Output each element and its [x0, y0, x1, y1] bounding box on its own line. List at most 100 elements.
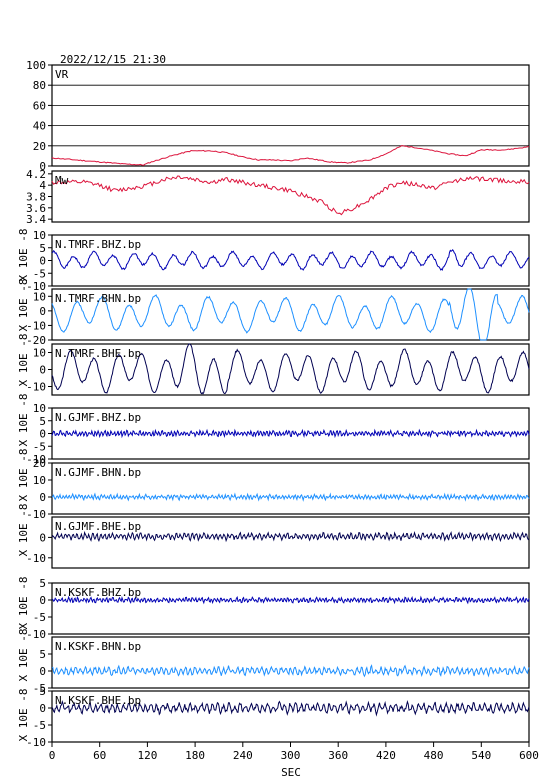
x-tick-label: 360 — [328, 749, 348, 762]
series-line-n-tmrf-bhe-bp — [51, 343, 530, 395]
y-tick-label: 0 — [39, 491, 46, 504]
x-tick-label: 120 — [137, 749, 157, 762]
x-tick-label: 540 — [471, 749, 491, 762]
panel-title-n-tmrf-bhz-bp: N.TMRF.BHZ.bp — [55, 238, 141, 251]
panel-title-n-tmrf-bhn-bp: N.TMRF.BHN.bp — [55, 292, 141, 305]
unit-label: X 10E -8 — [17, 334, 30, 387]
x-tick-label: 0 — [49, 749, 56, 762]
y-tick-label: 5 — [39, 577, 46, 590]
y-tick-label: -10 — [26, 453, 46, 466]
y-tick-label: 80 — [33, 79, 46, 92]
panel-title-n-kskf-bhe-bp: N.KSKF.BHE.bp — [55, 694, 141, 707]
y-tick-label: 40 — [33, 120, 46, 133]
unit-label: X 10E -8 — [17, 689, 30, 742]
y-tick-label: -10 — [26, 736, 46, 749]
y-tick-label: 3.4 — [26, 213, 46, 226]
unit-label: X 10E -8 — [17, 629, 30, 682]
panel-title-n-gjmf-bhn-bp: N.GJMF.BHN.bp — [55, 466, 141, 479]
panel-title-n-tmrf-bhe-bp: N.TMRF.BHE.bp — [55, 347, 141, 360]
x-tick-label: 420 — [376, 749, 396, 762]
y-tick-label: 4 — [39, 179, 46, 192]
y-tick-label: -5 — [33, 682, 46, 695]
panel-title-mw: Mw — [55, 174, 69, 187]
y-tick-label: -5 — [33, 611, 46, 624]
y-tick-label: 0 — [39, 305, 46, 318]
x-tick-label: 240 — [233, 749, 253, 762]
y-tick-label: 4.2 — [26, 168, 46, 181]
panel-title-n-kskf-bhz-bp: N.KSKF.BHZ.bp — [55, 586, 141, 599]
y-tick-label: -10 — [26, 552, 46, 565]
panel-title-n-gjmf-bhe-bp: N.GJMF.BHE.bp — [55, 520, 141, 533]
x-tick-label: 180 — [185, 749, 205, 762]
y-tick-label: 0 — [39, 428, 46, 441]
series-line-n-kskf-bhz-bp — [51, 595, 530, 605]
panel-title-n-kskf-bhn-bp: N.KSKF.BHN.bp — [55, 640, 141, 653]
y-tick-label: 0 — [39, 255, 46, 268]
unit-label: X 10E -8 — [17, 229, 30, 282]
unit-label: X 10E -8 — [17, 504, 30, 557]
y-tick-label: -5 — [33, 719, 46, 732]
y-tick-label: -10 — [26, 508, 46, 521]
y-tick-label: 10 — [33, 402, 46, 415]
x-tick-label: 60 — [93, 749, 106, 762]
unit-labels: X 10E -8X 10E -8X 10E -8X 10E -8X 10E -8… — [17, 229, 30, 742]
y-tick-label: 20 — [33, 457, 46, 470]
x-axis: 0 60 120 180 240 300 360 420 480 540 600 — [49, 742, 539, 762]
series-line-n-tmrf-bhz-bp — [51, 248, 530, 271]
y-tick-label: 0 — [39, 702, 46, 715]
unit-label: X 10E -8 — [17, 279, 30, 332]
x-tick-label: 480 — [424, 749, 444, 762]
y-tick-label: 20 — [33, 140, 46, 153]
y-tick-label: -10 — [26, 381, 46, 394]
panel-frame-n-tmrf-bhn-bp — [51, 288, 530, 341]
panel-frame-mw — [51, 170, 530, 223]
panel-frame-vr — [51, 64, 530, 167]
series-line-n-gjmf-bhe-bp — [51, 530, 530, 543]
y-tick-label: 10 — [33, 290, 46, 303]
series-line-n-gjmf-bhz-bp — [51, 428, 530, 439]
y-tick-label: 0 — [39, 364, 46, 377]
panel-frame-n-gjmf-bhn-bp — [51, 462, 530, 515]
timestamp-label: 2022/12/15 21:30 — [60, 53, 166, 66]
x-tick-label: 600 — [519, 749, 539, 762]
y-tick-label: 0 — [39, 594, 46, 607]
y-tick-label: 5 — [39, 415, 46, 428]
panel-frame-n-kskf-bhz-bp — [51, 582, 530, 635]
y-tick-label: -5 — [33, 440, 46, 453]
y-tick-label: 5 — [39, 648, 46, 661]
y-tick-label: -5 — [33, 267, 46, 280]
y-tick-label: 0 — [39, 665, 46, 678]
panel-frame-n-kskf-bhn-bp — [51, 636, 530, 689]
unit-label: X 10E -8 — [17, 449, 30, 502]
y-tick-label: -10 — [26, 628, 46, 641]
y-tick-label: 10 — [33, 229, 46, 242]
y-tick-label: 60 — [33, 99, 46, 112]
y-tick-label: 5 — [39, 242, 46, 255]
unit-label: X 10E -8 — [17, 577, 30, 630]
panel-title-vr: VR — [55, 68, 69, 81]
y-tick-label: 10 — [33, 474, 46, 487]
y-tick-label: 0 — [39, 160, 46, 173]
y-tick-label: 3.6 — [26, 202, 46, 215]
y-tick-label: 0 — [39, 531, 46, 544]
panel-frame-n-gjmf-bhe-bp — [51, 516, 530, 569]
x-tick-label: 300 — [281, 749, 301, 762]
y-tick-label: 100 — [26, 59, 46, 72]
series-line-n-kskf-bhn-bp — [51, 664, 530, 678]
x-axis-label: SEC — [281, 766, 301, 779]
series-line-n-tmrf-bhn-bp — [51, 288, 530, 341]
series-line-n-kskf-bhe-bp — [51, 699, 530, 717]
y-tick-label: -10 — [26, 319, 46, 332]
series-line-vr — [51, 144, 529, 166]
y-tick-label: 10 — [33, 347, 46, 360]
y-tick-label: -20 — [26, 334, 46, 347]
panel-title-n-gjmf-bhz-bp: N.GJMF.BHZ.bp — [55, 411, 141, 424]
unit-label: X 10E -8 — [17, 394, 30, 447]
y-tick-label: 3.8 — [26, 191, 46, 204]
y-tick-label: -10 — [26, 280, 46, 293]
y-tick-label: 5 — [39, 685, 46, 698]
series-line-n-gjmf-bhn-bp — [51, 492, 530, 502]
series-line-mw — [51, 175, 530, 216]
